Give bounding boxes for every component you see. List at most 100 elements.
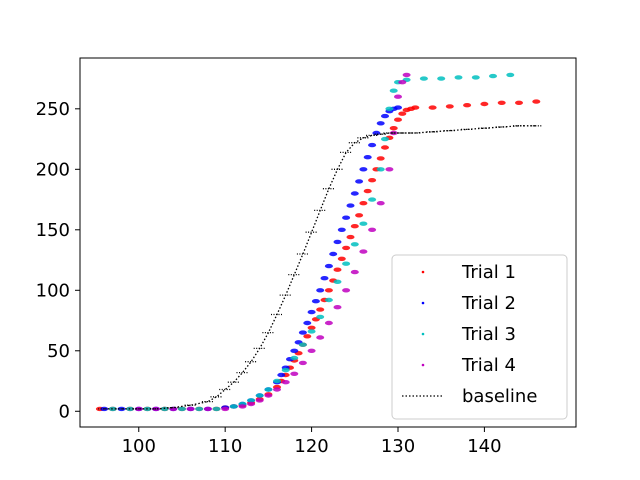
data-point: [350, 269, 359, 275]
axes-frame: [79, 57, 577, 428]
data-point: [273, 387, 281, 392]
y-tick-label: 200: [36, 159, 70, 180]
data-point: [445, 104, 454, 109]
x-tick-label: 100: [122, 436, 156, 457]
data-point: [238, 404, 247, 409]
x-tick-label: 140: [467, 436, 501, 457]
data-point: [307, 348, 316, 353]
data-point: [337, 256, 346, 261]
data-point: [307, 329, 316, 334]
data-point: [480, 101, 489, 107]
data-point: [419, 76, 428, 81]
data-point: [342, 288, 351, 293]
data-point: [428, 105, 437, 110]
data-point: [221, 406, 230, 412]
data-point: [368, 178, 377, 183]
y-tick-label: 0: [59, 401, 70, 422]
data-point: [298, 330, 307, 335]
data-point: [307, 309, 316, 315]
data-point: [532, 99, 541, 104]
data-point: [381, 145, 389, 150]
legend-label: baseline: [462, 386, 537, 407]
data-point: [329, 251, 338, 257]
data-point: [389, 126, 398, 131]
data-point: [290, 348, 299, 353]
x-tick-label: 130: [381, 436, 415, 457]
data-point: [489, 73, 497, 79]
legend: Trial 1 Trial 2 Trial 3 Trial 4 baseline: [391, 254, 568, 420]
data-point: [290, 355, 299, 361]
data-point: [281, 380, 290, 385]
data-point: [350, 242, 359, 247]
series-trial-4: [134, 72, 411, 412]
data-point: [316, 307, 325, 312]
data-point: [320, 276, 329, 281]
data-point: [463, 103, 472, 108]
data-point: [398, 111, 407, 116]
data-point: [368, 227, 377, 232]
data-point: [376, 156, 385, 161]
legend-entry: Trial 1: [421, 262, 516, 283]
plot-area: [95, 72, 543, 412]
data-point: [333, 239, 342, 245]
data-point: [359, 221, 368, 226]
data-point: [324, 263, 333, 269]
data-point: [389, 88, 398, 93]
data-point: [298, 342, 307, 347]
data-point: [108, 406, 117, 412]
data-point: [247, 398, 256, 403]
data-point: [350, 224, 359, 229]
data-point: [363, 188, 372, 194]
data-point: [363, 155, 372, 160]
data-point: [255, 398, 264, 403]
data-point: [247, 401, 256, 407]
data-point: [372, 130, 381, 136]
data-point: [385, 106, 394, 112]
y-tick-label: 250: [36, 99, 70, 120]
data-point: [454, 75, 463, 80]
data-point: [311, 299, 320, 304]
data-point: [359, 167, 368, 172]
data-point: [398, 80, 407, 85]
data-point: [381, 113, 389, 119]
data-point: [307, 325, 316, 330]
data-point: [411, 105, 420, 110]
legend-entry: Trial 3: [421, 324, 516, 345]
legend-swatch: [421, 301, 425, 305]
data-point: [394, 105, 402, 110]
y-tick-label: 150: [36, 220, 70, 241]
legend-swatch: [421, 363, 425, 367]
legend-label: Trial 3: [461, 324, 516, 345]
data-point: [346, 203, 355, 208]
data-point: [337, 227, 346, 232]
legend-label: Trial 2: [461, 293, 516, 314]
data-point: [212, 406, 221, 412]
data-point: [264, 387, 273, 392]
data-point: [394, 117, 402, 122]
data-point: [316, 288, 325, 293]
y-tick-label: 100: [36, 280, 70, 301]
data-point: [376, 167, 385, 172]
data-point: [186, 406, 195, 412]
data-point: [333, 267, 342, 272]
legend-swatch: [421, 270, 425, 274]
data-point: [178, 406, 186, 412]
data-point: [355, 213, 364, 218]
data-point: [385, 167, 394, 172]
legend-box: [391, 254, 568, 420]
axis-ticks: 100 110 120 130 140 0 50 100 150 200 250: [36, 99, 502, 457]
data-point: [324, 320, 333, 326]
data-point: [376, 121, 385, 126]
data-point: [394, 94, 402, 99]
data-point: [298, 360, 307, 366]
data-point: [316, 335, 325, 340]
data-point: [303, 334, 312, 339]
data-point: [316, 314, 325, 320]
data-point: [346, 234, 355, 240]
data-point: [497, 100, 506, 106]
data-point: [368, 197, 377, 202]
data-point: [342, 245, 351, 251]
data-point: [376, 201, 385, 206]
data-point: [342, 215, 351, 220]
